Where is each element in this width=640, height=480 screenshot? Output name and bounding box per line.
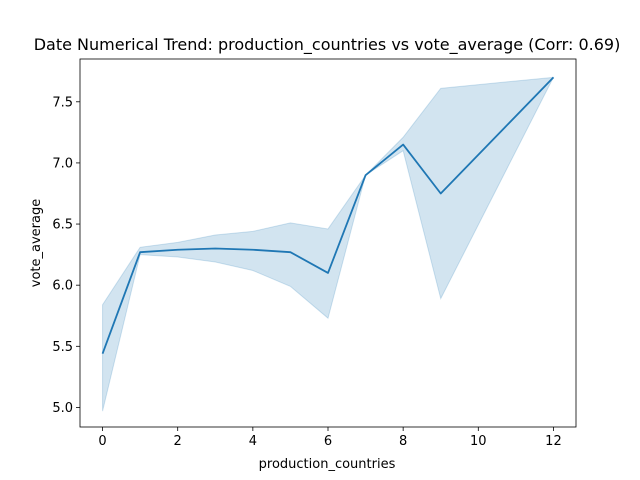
x-tick-label: 12 [545,434,562,449]
y-axis: 5.0 5.5 6.0 6.5 7.0 7.5 [52,95,80,416]
series-line-0 [101,76,555,354]
y-tick-label: 5.0 [52,401,73,416]
plot-area [79,58,577,428]
y-tick-label: 5.5 [52,340,73,355]
x-tick-label: 10 [470,434,487,449]
x-axis: 0 2 4 6 8 10 12 [98,427,562,449]
y-axis-label: vote_average [29,199,44,287]
x-tick-label: 2 [174,434,182,449]
chart-title: Date Numerical Trend: production_countri… [34,35,621,55]
y-tick-label: 7.5 [52,95,73,110]
y-tick-label: 6.5 [52,218,73,233]
y-tick-label: 7.0 [52,156,73,171]
confidence-band-0 [102,76,555,412]
x-tick-label: 0 [98,434,106,449]
y-tick-label: 6.0 [52,279,73,294]
x-tick-label: 6 [324,434,332,449]
x-tick-label: 8 [399,434,407,449]
x-axis-label: production_countries [259,457,396,472]
x-tick-label: 4 [249,434,257,449]
